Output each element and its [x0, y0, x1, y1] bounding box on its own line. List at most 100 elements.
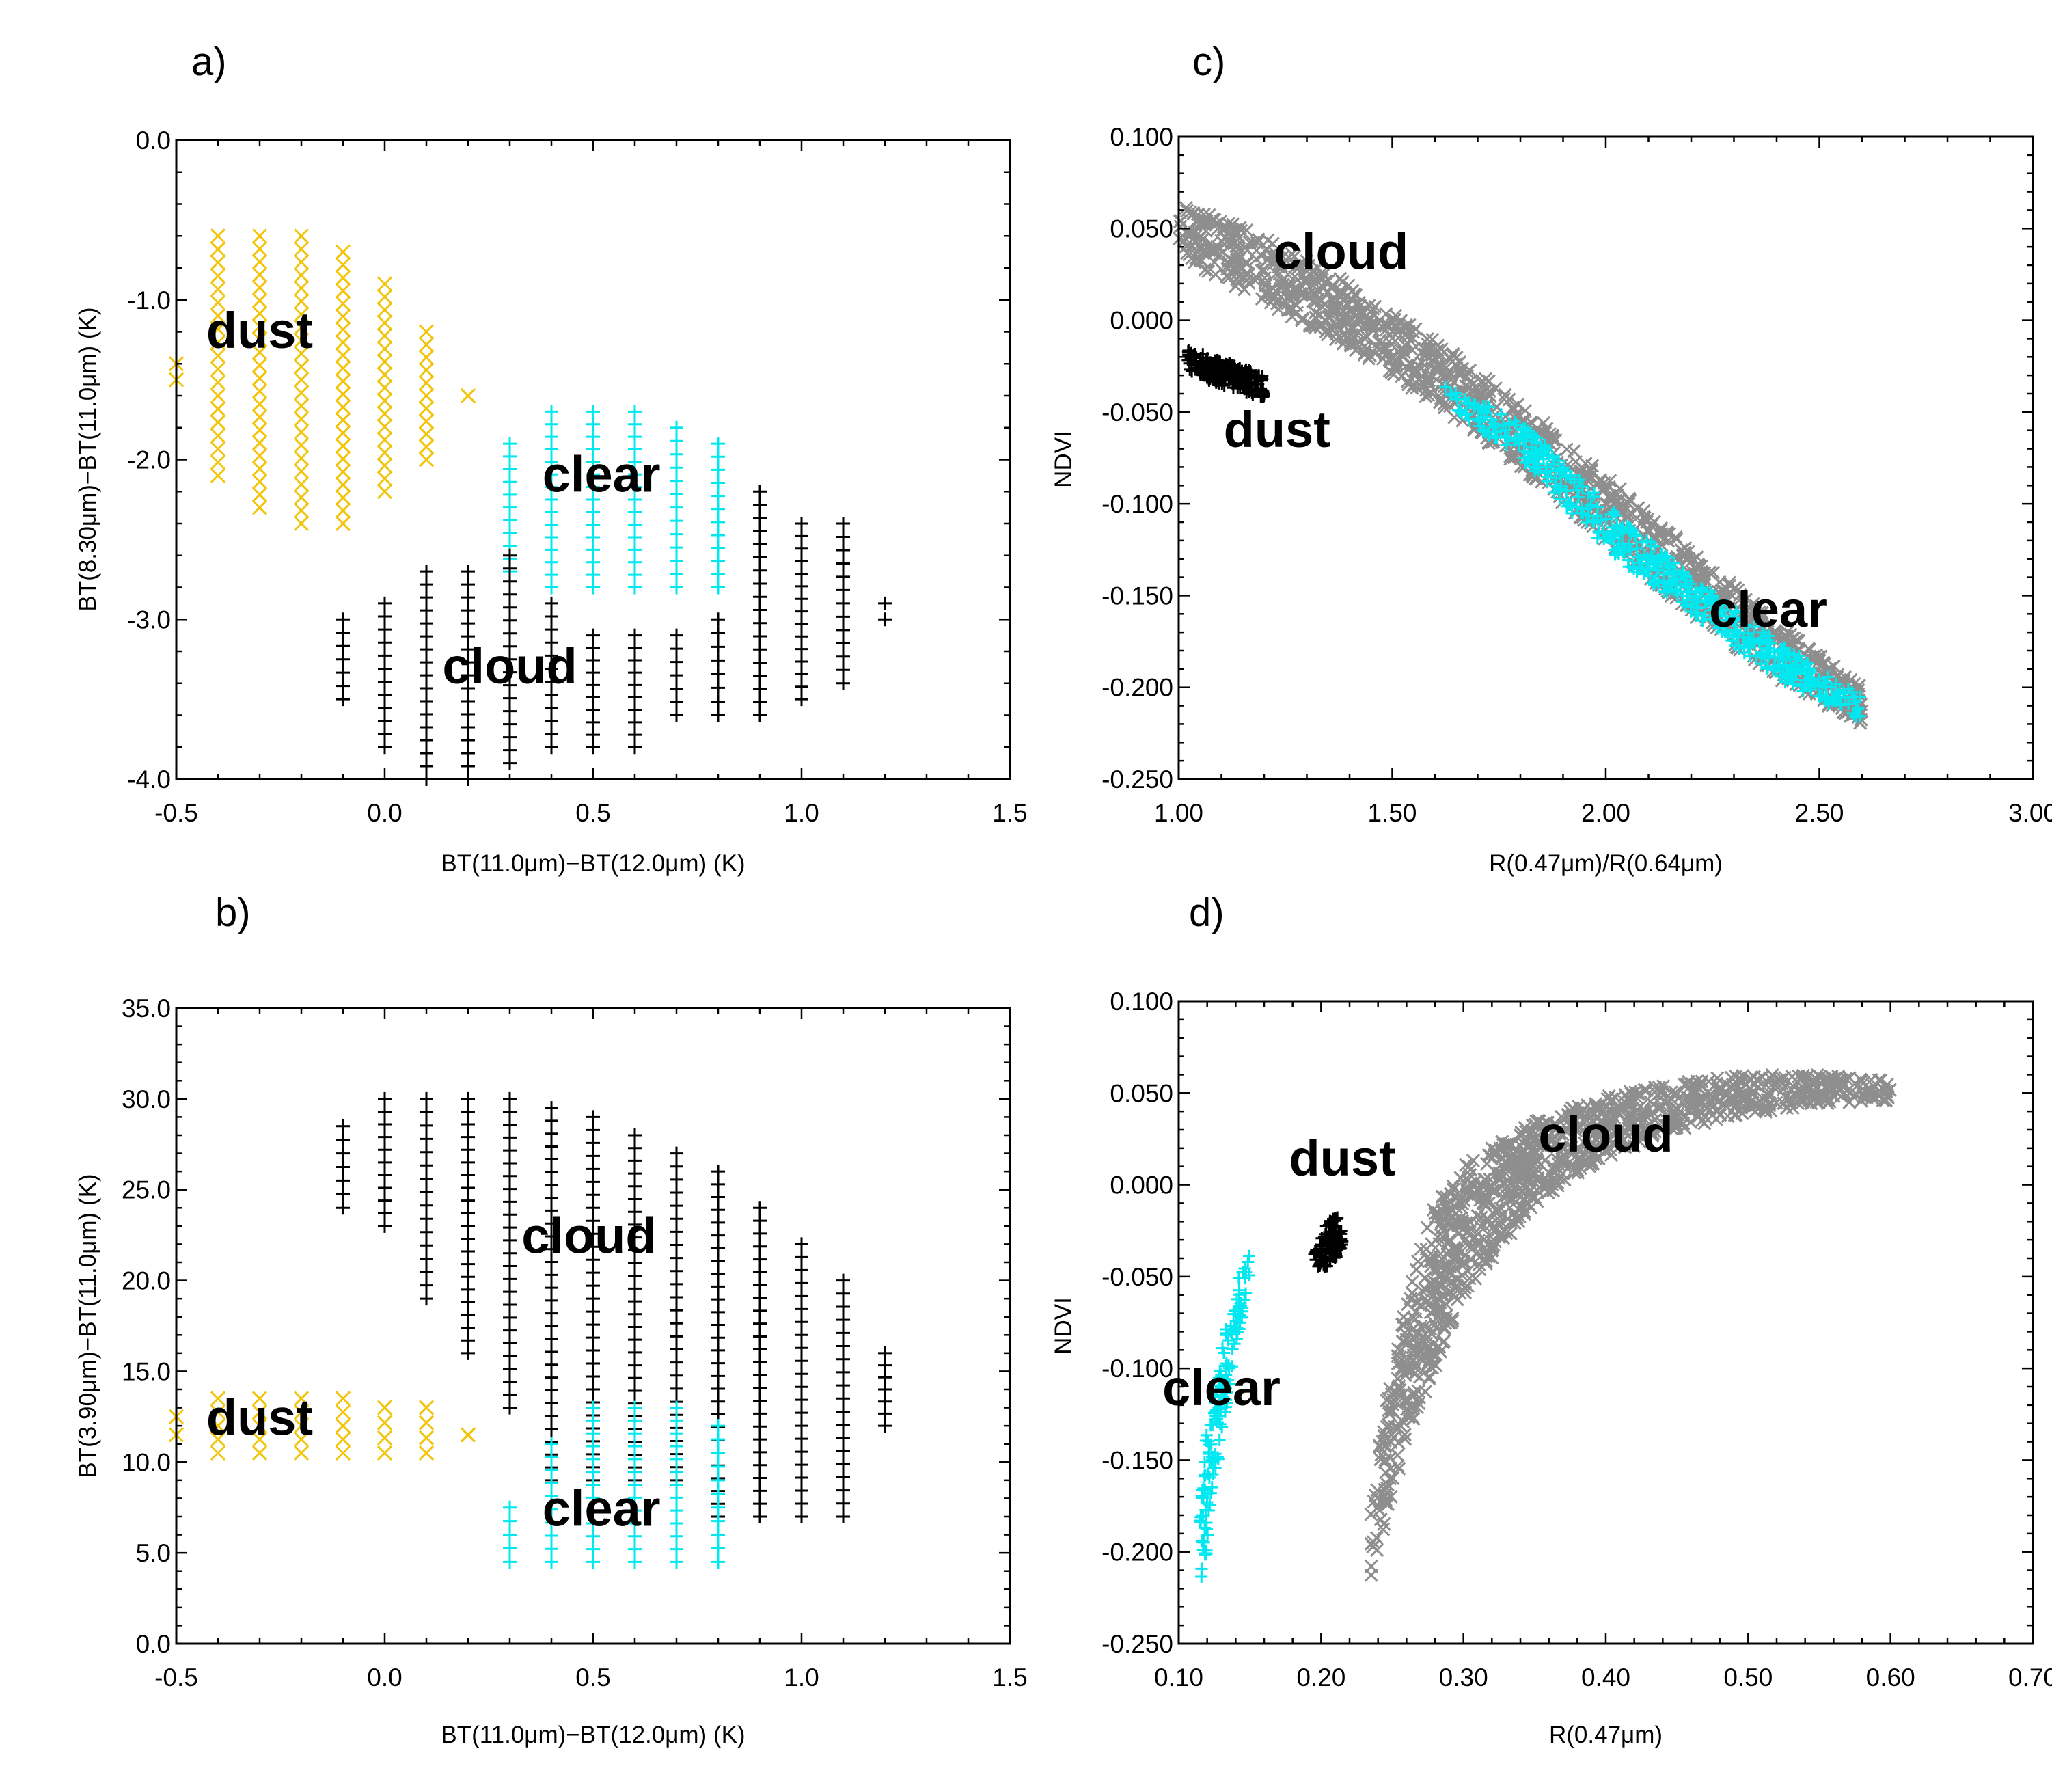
data-point-clear — [1453, 404, 1466, 417]
data-point-cloud — [503, 1336, 517, 1350]
data-point-clear — [586, 480, 600, 494]
data-point-clear — [1519, 435, 1532, 448]
data-point-cloud — [628, 1243, 642, 1258]
data-point-clear — [628, 1542, 642, 1556]
data-point-clear — [1527, 429, 1540, 442]
data-point-cloud — [753, 550, 767, 565]
data-point-cloud — [753, 616, 767, 630]
data-point-cloud — [1434, 342, 1449, 357]
data-point-dust — [1204, 366, 1217, 379]
data-point-cloud — [1811, 650, 1826, 664]
data-point-cloud — [795, 1237, 808, 1251]
data-point-cloud — [711, 1254, 725, 1268]
data-point-dust — [335, 309, 351, 325]
data-point-cloud — [586, 1344, 600, 1358]
data-point-dust — [251, 280, 268, 296]
data-point-cloud — [628, 653, 642, 667]
data-point-cloud — [586, 1240, 600, 1254]
data-point-cloud — [1326, 301, 1340, 315]
data-point-cloud — [753, 1226, 767, 1240]
data-point-cloud — [711, 1266, 725, 1281]
data-point-dust — [335, 1432, 351, 1448]
data-point-cloud — [461, 590, 475, 605]
data-point-dust — [210, 228, 226, 244]
data-point-cloud — [670, 1368, 683, 1383]
data-point-dust — [293, 333, 310, 349]
panel-b-marks — [168, 1091, 892, 1569]
data-point-cloud — [628, 1371, 642, 1385]
data-point-cloud — [503, 561, 517, 575]
data-point-dust — [418, 375, 435, 391]
data-point-clear — [1611, 519, 1624, 532]
data-point-dust — [210, 295, 226, 310]
data-point-cloud — [420, 707, 433, 722]
annotation-clear: clear — [543, 1480, 661, 1536]
data-point-dust — [251, 1445, 268, 1461]
data-point-cloud — [545, 1293, 558, 1307]
data-point-cloud — [545, 1255, 558, 1269]
data-point-cloud — [1373, 333, 1387, 347]
data-point-cloud — [1285, 302, 1300, 316]
data-point-cloud — [1328, 332, 1343, 347]
data-point-clear — [586, 492, 600, 506]
data-point-cloud — [753, 1407, 767, 1421]
y-tick-label: 0.000 — [1110, 1171, 1173, 1199]
data-point-cloud — [545, 727, 558, 742]
data-point-cloud — [628, 1281, 642, 1296]
data-point-cloud — [420, 746, 433, 761]
data-point-cloud — [836, 1365, 850, 1379]
series-cloud — [336, 485, 892, 786]
data-point-cloud — [795, 642, 808, 656]
data-point-clear — [628, 405, 642, 419]
data-point-cloud — [795, 529, 808, 543]
annotation-cloud: cloud — [1274, 223, 1408, 280]
data-point-cloud — [420, 733, 433, 748]
data-point-cloud — [1381, 317, 1395, 332]
data-point-cloud — [1283, 303, 1297, 317]
data-point-cloud — [586, 1279, 600, 1293]
x-tick-label: 0.0 — [367, 1664, 402, 1692]
data-point-cloud — [795, 1458, 808, 1472]
data-point-dust — [418, 1445, 435, 1461]
data-point-cloud — [1315, 273, 1329, 287]
data-point-cloud — [628, 1268, 642, 1283]
data-point-cloud — [336, 652, 350, 666]
data-point-dust — [210, 361, 226, 377]
data-point-cloud — [836, 556, 850, 571]
data-point-cloud — [753, 1445, 767, 1459]
data-point-clear — [1679, 599, 1692, 612]
data-point-cloud — [628, 1345, 642, 1359]
data-point-clear — [670, 1491, 683, 1505]
data-point-clear — [586, 1478, 600, 1492]
data-point-cloud — [586, 715, 600, 729]
data-point-cloud — [461, 1320, 475, 1335]
data-point-clear — [1565, 470, 1578, 483]
data-point-cloud — [545, 1357, 558, 1372]
series-cloud — [336, 1091, 892, 1523]
data-point-cloud — [795, 1510, 808, 1523]
data-point-cloud — [628, 640, 642, 655]
data-point-dust — [293, 320, 310, 336]
series-clear — [503, 1400, 725, 1569]
data-point-cloud — [503, 756, 517, 770]
data-point-clear — [711, 1514, 725, 1528]
data-point-cloud — [503, 574, 517, 588]
data-point-cloud — [1295, 313, 1309, 327]
data-point-cloud — [1225, 222, 1240, 237]
data-point-clear — [586, 568, 600, 582]
data-point-dust — [1252, 369, 1265, 382]
data-point-dust — [210, 255, 226, 271]
data-point-cloud — [670, 1185, 683, 1199]
data-point-cloud — [1414, 361, 1429, 375]
data-point-cloud — [1220, 268, 1235, 282]
data-point-cloud — [836, 1470, 850, 1484]
data-point-cloud — [378, 596, 392, 610]
data-point-cloud — [1344, 334, 1358, 349]
data-point-cloud — [420, 1118, 433, 1132]
data-point-cloud — [545, 1332, 558, 1346]
data-point-clear — [1471, 412, 1484, 425]
data-point-clear — [586, 1516, 600, 1530]
data-point-dust — [377, 354, 393, 370]
data-point-clear — [545, 417, 558, 431]
data-point-cloud — [795, 1328, 808, 1342]
